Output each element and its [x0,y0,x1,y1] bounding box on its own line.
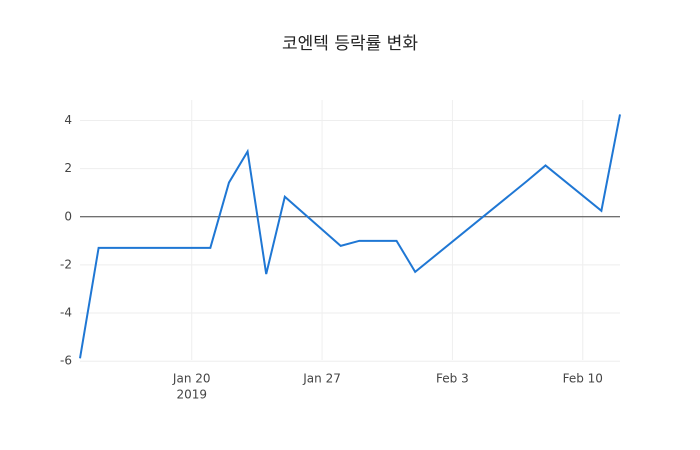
x-tick-label: Jan 20 [172,372,211,386]
y-tick-label: 0 [64,209,72,223]
x-year-label: 2019 [176,388,207,402]
chart-title: 코엔텍 등락률 변화 [282,34,418,54]
y-tick-label: -2 [60,257,72,271]
x-tick-label: Jan 27 [302,372,341,386]
x-tick-label: Feb 10 [563,372,603,386]
x-tick-label: Feb 3 [436,372,469,386]
y-tick-label: -6 [60,354,72,368]
y-tick-label: -4 [60,306,72,320]
y-tick-label: 2 [64,161,72,175]
line-series [79,114,621,359]
y-tick-label: 4 [64,113,72,127]
